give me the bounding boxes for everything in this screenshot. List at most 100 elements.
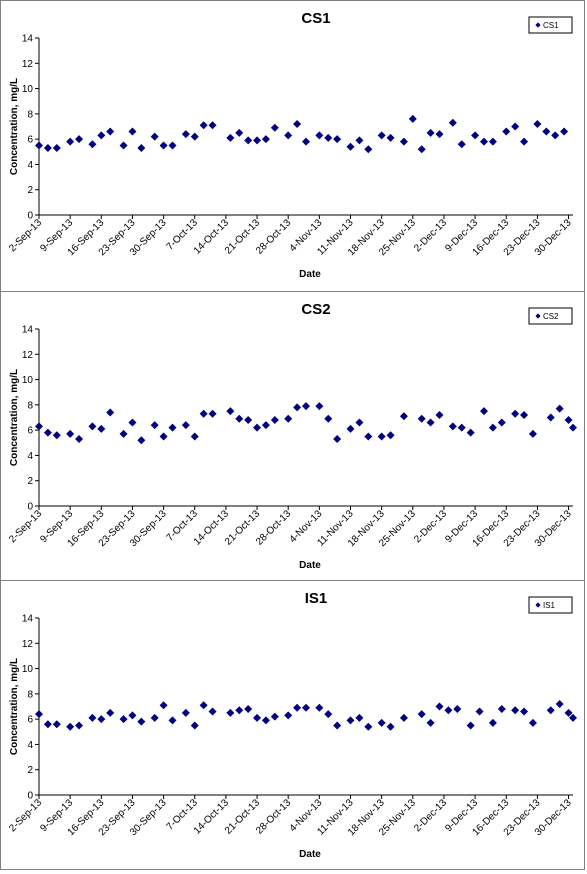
y-tick-label: 14: [22, 34, 34, 45]
data-point: [448, 118, 457, 127]
x-axis-label: Date: [299, 269, 321, 280]
data-point: [364, 145, 373, 154]
y-tick-label: 2: [27, 765, 33, 776]
data-point: [244, 136, 253, 145]
data-point: [435, 702, 444, 711]
legend: IS1: [528, 596, 573, 614]
data-point: [181, 708, 190, 717]
y-tick-label: 10: [22, 84, 34, 95]
data-point: [560, 127, 569, 136]
data-point: [502, 127, 511, 136]
data-point: [270, 123, 279, 132]
data-point: [75, 721, 84, 730]
y-tick-label: 8: [27, 400, 33, 411]
data-point: [159, 432, 168, 441]
data-point: [66, 429, 75, 438]
legend-marker: [535, 22, 541, 28]
y-tick-label: 12: [22, 639, 34, 650]
y-tick-label: 10: [22, 664, 34, 675]
data-point: [66, 722, 75, 731]
data-point: [181, 421, 190, 430]
data-point: [386, 722, 395, 731]
data-point: [555, 404, 564, 413]
data-point: [235, 128, 244, 137]
data-point: [302, 703, 310, 712]
data-point: [533, 119, 542, 128]
data-point: [435, 130, 444, 139]
x-axis-label: Date: [299, 560, 321, 571]
data-point: [520, 137, 529, 146]
data-point: [324, 710, 333, 719]
data-point: [355, 713, 364, 722]
data-point: [261, 716, 270, 725]
y-axis-label: Concentration, mg/L: [9, 658, 20, 755]
data-point: [43, 143, 52, 152]
data-point: [377, 718, 386, 727]
data-point: [88, 140, 97, 149]
data-point: [226, 407, 235, 416]
data-point: [235, 414, 244, 423]
data-point: [528, 429, 537, 438]
data-point: [426, 128, 435, 137]
legend-label: CS2: [543, 312, 559, 321]
data-point: [66, 137, 75, 146]
data-point: [471, 131, 480, 140]
data-point: [97, 424, 106, 433]
data-point: [520, 707, 529, 716]
data-point: [208, 409, 217, 418]
data-point: [417, 145, 426, 154]
data-point: [119, 429, 128, 438]
y-tick-label: 0: [27, 502, 33, 513]
data-point: [475, 707, 484, 716]
data-point: [284, 414, 293, 423]
data-point: [399, 713, 408, 722]
y-tick-label: 8: [27, 689, 33, 700]
y-tick-label: 12: [22, 59, 34, 70]
data-point: [226, 133, 235, 142]
legend-marker: [535, 313, 541, 319]
data-point: [150, 713, 159, 722]
data-point: [199, 121, 208, 130]
data-point: [480, 407, 488, 416]
data-point: [97, 715, 106, 724]
data-point: [43, 720, 52, 729]
data-point: [128, 418, 137, 427]
y-tick-label: 4: [27, 160, 33, 171]
data-point: [426, 718, 435, 727]
y-axis-label: Concentration, mg/L: [9, 78, 20, 175]
y-tick-label: 0: [27, 211, 33, 222]
data-point: [168, 716, 177, 725]
data-point: [119, 141, 128, 150]
data-point: [253, 423, 262, 432]
legend-label: CS1: [543, 21, 559, 30]
data-point: [555, 699, 564, 708]
data-point: [511, 122, 520, 131]
data-point: [417, 414, 426, 423]
data-point: [226, 708, 235, 717]
y-tick-label: 14: [22, 325, 34, 336]
data-point: [408, 114, 417, 123]
x-tick-label: 2-Dec-13: [412, 797, 449, 834]
data-point: [315, 131, 324, 140]
data-point: [399, 412, 408, 421]
y-tick-label: 12: [22, 350, 34, 361]
x-tick-label: 2-Dec-13: [412, 508, 449, 545]
data-point: [199, 701, 208, 710]
data-point: [520, 410, 529, 419]
y-tick-label: 6: [27, 135, 33, 146]
data-point: [35, 710, 43, 719]
data-point: [106, 708, 115, 717]
data-point: [546, 413, 555, 422]
data-point: [497, 705, 506, 714]
data-point: [453, 705, 462, 714]
legend-label: IS1: [543, 601, 556, 610]
data-point: [542, 127, 551, 136]
data-point: [324, 133, 333, 142]
data-point: [168, 423, 177, 432]
chart-title: CS1: [301, 10, 330, 27]
data-point: [253, 713, 262, 722]
x-tick-label: 2-Sep-13: [7, 217, 44, 254]
data-point: [75, 434, 84, 443]
data-point: [315, 402, 324, 411]
chart-panel-is1: IS1 0 2 4 6 8 10 12 14 2-Sep-13 9-Sep-13 16-Sep-13 2…: [0, 580, 585, 870]
